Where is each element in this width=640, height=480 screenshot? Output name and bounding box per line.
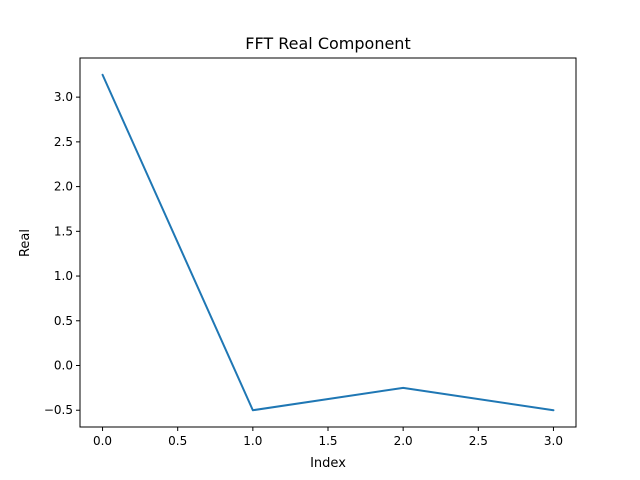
y-tick-label: 3.0 — [54, 90, 73, 104]
x-axis: 0.0 0.5 1.0 1.5 2.0 2.5 3.0 — [93, 427, 563, 448]
y-tick-label: 2.0 — [54, 180, 73, 194]
x-tick-label: 0.5 — [168, 434, 187, 448]
x-tick-label: 0.0 — [93, 434, 112, 448]
series-group — [101, 73, 555, 412]
y-tick-label: −0.5 — [44, 403, 73, 417]
x-tick-label: 1.0 — [243, 434, 262, 448]
series-line — [101, 73, 555, 412]
x-tick-label: 3.0 — [544, 434, 563, 448]
y-tick-label: 2.5 — [54, 135, 73, 149]
y-tick-label: 1.0 — [54, 269, 73, 283]
plot-frame — [79, 57, 577, 428]
y-tick-label: 1.5 — [54, 224, 73, 238]
x-axis-label: Index — [310, 456, 346, 471]
y-axis-label: Real — [18, 229, 33, 257]
y-axis: −0.5 0.0 0.5 1.0 1.5 2.0 2.5 3.0 — [44, 90, 80, 417]
plot-area — [79, 57, 577, 428]
x-tick-label: 2.5 — [469, 434, 488, 448]
chart-title: FFT Real Component — [245, 34, 410, 53]
y-tick-label: 0.0 — [54, 359, 73, 373]
y-tick-label: 0.5 — [54, 314, 73, 328]
x-tick-label: 2.0 — [394, 434, 413, 448]
x-tick-label: 1.5 — [318, 434, 337, 448]
